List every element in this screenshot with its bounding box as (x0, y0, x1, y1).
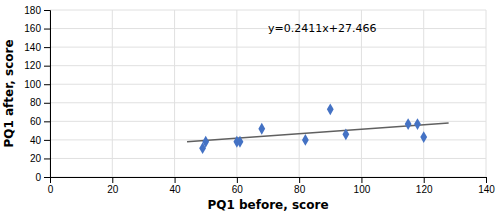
tick: 100 (24, 79, 50, 90)
tick: 120 (416, 177, 433, 195)
grid-line (50, 102, 486, 103)
tick-label: 100 (24, 79, 41, 90)
point (414, 118, 421, 130)
tick: 0 (48, 177, 54, 195)
tick: 140 (478, 177, 495, 195)
point (258, 123, 265, 135)
tick-mark (44, 84, 50, 85)
tick: 120 (24, 60, 50, 71)
tick-label: 40 (30, 135, 42, 146)
tick-label: 120 (24, 60, 41, 71)
tick-mark (486, 177, 487, 183)
tick: 20 (30, 153, 50, 164)
tick: 160 (24, 23, 50, 34)
tick-mark (424, 177, 425, 183)
tick-mark (44, 66, 50, 67)
grid-line (50, 47, 486, 48)
grid-line (112, 10, 113, 177)
tick-mark (112, 177, 113, 183)
grid-line (50, 65, 486, 66)
x-axis: 0 20 40 60 80 100 120 140 (48, 177, 496, 195)
tick-label: 80 (294, 184, 306, 195)
tick-label: 180 (24, 5, 41, 16)
tick-mark (44, 29, 50, 30)
tick-label: 160 (24, 23, 41, 34)
grid-line (50, 139, 486, 140)
tick-label: 0 (48, 184, 54, 195)
tick-mark (44, 158, 50, 159)
tick-label: 120 (416, 184, 433, 195)
tick-mark (44, 121, 50, 122)
tick-label: 60 (232, 184, 244, 195)
y-axis: 0 20 40 60 80 100 120 140 160 180 (24, 5, 50, 183)
tick-label: 100 (354, 184, 371, 195)
point (202, 136, 209, 148)
grid-line (236, 10, 237, 177)
tick: 180 (24, 5, 50, 16)
axis-line (51, 178, 487, 184)
tick: 80 (294, 177, 306, 195)
grid-line (50, 158, 486, 159)
tick-mark (44, 177, 50, 178)
annotation: y=0.2411x+27.466 (268, 22, 376, 35)
tick: 140 (24, 42, 50, 53)
marks (187, 103, 449, 154)
grid (50, 10, 486, 177)
tick-label: 140 (24, 42, 41, 53)
tick: 60 (30, 116, 50, 127)
grid-line (50, 121, 486, 122)
point (405, 118, 412, 130)
x-axis-title: PQ1 before, score (207, 198, 328, 212)
tick: 60 (232, 177, 244, 195)
tick-mark (237, 177, 238, 183)
tick-label: 60 (30, 116, 42, 127)
tick: 0 (35, 172, 50, 183)
grid-line (174, 10, 175, 177)
grid-line (50, 84, 486, 85)
tick-mark (44, 47, 50, 48)
tick-label: 80 (30, 97, 42, 108)
plot: 0 20 40 60 80 100 120 140 0 20 40 60 80 100 120 140 160 1… (24, 5, 495, 195)
tick: 20 (107, 177, 119, 195)
tick-mark (44, 10, 50, 11)
tick-mark (361, 177, 362, 183)
tick-label: 0 (35, 172, 41, 183)
tick-label: 20 (30, 153, 42, 164)
grid-line (50, 10, 486, 11)
point (420, 131, 427, 143)
point (237, 136, 244, 148)
tick: 80 (30, 97, 50, 108)
point (327, 103, 334, 115)
tick: 40 (30, 135, 50, 146)
y-axis-title: PQ1 after, score (2, 39, 16, 147)
chart: 0 20 40 60 80 100 120 140 0 20 40 60 80 100 120 140 160 1… (0, 0, 500, 215)
point (342, 128, 349, 140)
tick-label: 140 (478, 184, 495, 195)
point (302, 134, 309, 146)
tick-mark (44, 103, 50, 104)
tick: 100 (354, 177, 371, 195)
axis-line (44, 11, 51, 178)
tick-mark (299, 177, 300, 183)
grid-line (423, 10, 424, 177)
tick-label: 20 (107, 184, 119, 195)
grid-line (486, 10, 487, 177)
tick: 40 (170, 177, 182, 195)
tick-label: 40 (170, 184, 182, 195)
tick-mark (44, 140, 50, 141)
tick-mark (175, 177, 176, 183)
